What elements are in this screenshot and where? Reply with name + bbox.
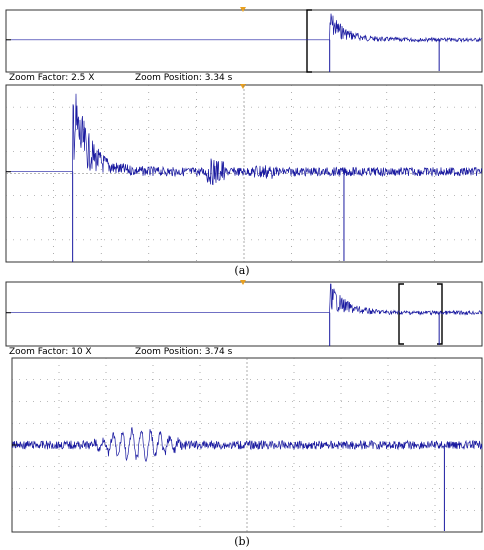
trigger-marker-icon [240,84,246,89]
zoom-position-label-a: Zoom Position: 3.34 s [135,73,233,83]
zoom-plot-b [11,357,483,533]
overview-plot-b [5,280,483,347]
signal-line [6,283,483,316]
zoom-position-label-b: Zoom Position: 3.74 s [135,347,233,357]
zoom-factor-label-b: Zoom Factor: 10 X [9,347,92,357]
zoom-bracket-left [398,283,404,345]
signal-line [11,427,483,463]
zoom-trace-b [11,427,483,531]
trigger-marker-icon [240,280,246,285]
caption-a: (a) [234,264,249,277]
trigger-marker-icon [240,7,246,12]
signal-line [6,93,483,186]
zoom-trace-a [6,93,483,262]
zoom-bracket-left [306,9,312,73]
caption-b: (b) [234,535,250,548]
grid-b [12,358,482,532]
overview-plot-a [5,7,483,73]
overview-trace-b [6,283,483,346]
zoom-factor-label-a: Zoom Factor: 2.5 X [9,73,94,83]
zoom-plot-a [5,84,483,263]
signal-line [6,13,483,43]
overview-trace-a [6,13,483,72]
